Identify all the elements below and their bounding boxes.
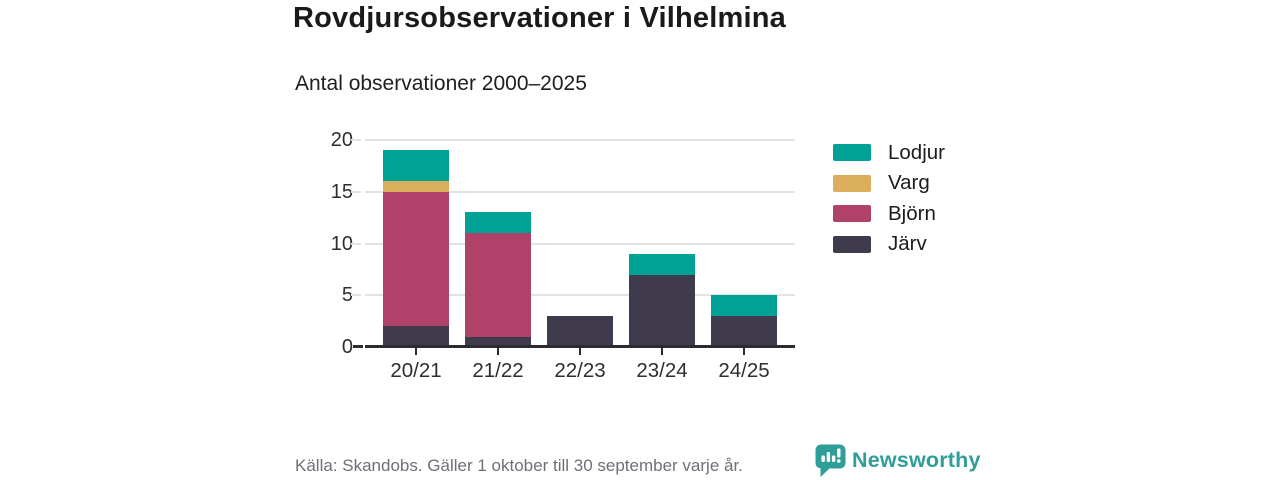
bar-23/24[interactable] [629, 253, 695, 347]
gridline-10 [351, 242, 795, 245]
x-tick-mark [414, 348, 418, 355]
legend-label: Varg [888, 171, 930, 194]
x-axis-baseline [353, 345, 795, 348]
x-tick-mark [742, 348, 746, 355]
gridline-20 [351, 139, 795, 141]
source-note: Källa: Skandobs. Gäller 1 oktober till 3… [295, 456, 743, 475]
x-tick-label: 23/24 [636, 359, 688, 382]
y-tick-label-10: 10 [330, 232, 353, 255]
legend-label: Björn [888, 201, 936, 225]
bar-segment-björn[interactable] [383, 191, 449, 327]
bar-segment-björn[interactable] [465, 233, 531, 337]
x-tick-label: 22/23 [554, 359, 606, 382]
x-tick-label: 21/22 [472, 359, 524, 382]
legend-label: Järv [888, 232, 927, 255]
legend-swatch [833, 205, 871, 222]
bar-segment-varg[interactable] [383, 181, 449, 192]
gridline-15 [351, 190, 795, 193]
bar-segment-järv[interactable] [465, 336, 531, 347]
bar-segment-lodjur[interactable] [711, 295, 777, 316]
y-tick-label-20: 20 [330, 129, 353, 151]
bars-container [365, 140, 795, 347]
bar-segment-järv[interactable] [383, 326, 449, 347]
x-axis: 20/21 21/22 22/23 23/24 24/25 [365, 348, 795, 388]
y-tick-label-5: 5 [341, 284, 353, 307]
bar-segment-lodjur[interactable] [465, 212, 531, 234]
legend-label: Lodjur [888, 140, 945, 164]
x-tick-mark [660, 348, 664, 355]
y-tick-label-0: 0 [341, 336, 353, 358]
x-tick-mark [578, 348, 582, 355]
bar-segment-lodjur[interactable] [629, 253, 695, 275]
x-tick-22/23: 22/23 [547, 348, 613, 388]
x-tick-24/25: 24/25 [711, 348, 777, 388]
x-tick-21/22: 21/22 [465, 348, 531, 388]
plot-area [351, 139, 795, 348]
legend-item-järv: Järv [833, 232, 945, 255]
legend: Lodjur Varg Björn Järv [833, 140, 945, 255]
bar-segment-järv[interactable] [711, 315, 777, 347]
bar-segment-lodjur[interactable] [383, 150, 449, 182]
x-tick-23/24: 23/24 [629, 348, 695, 388]
legend-item-varg: Varg [833, 171, 945, 194]
x-tick-label: 24/25 [718, 359, 770, 382]
legend-swatch [833, 174, 871, 192]
bar-24/25[interactable] [711, 295, 777, 347]
legend-item-björn: Björn [833, 201, 945, 225]
legend-item-lodjur: Lodjur [833, 140, 945, 164]
gridline-5 [351, 294, 795, 297]
x-tick-20/21: 20/21 [383, 348, 449, 388]
x-tick-mark [496, 348, 500, 355]
y-axis: 0 5 10 15 20 [285, 129, 353, 358]
bar-20/21[interactable] [383, 150, 449, 347]
newsworthy-logo-icon[interactable] [814, 443, 847, 478]
speech-bubble-shape [815, 444, 846, 477]
chart-subtitle: Antal observationer 2000–2025 [295, 72, 587, 95]
newsworthy-wordmark[interactable]: Newsworthy [852, 448, 981, 472]
bar-22/23[interactable] [547, 315, 613, 347]
x-tick-label: 20/21 [390, 359, 442, 382]
chart-title: Rovdjursobservationer i Vilhelmina [293, 2, 786, 34]
bar-segment-järv[interactable] [547, 315, 613, 347]
y-tick-label-15: 15 [330, 180, 353, 203]
bar-segment-järv[interactable] [629, 274, 695, 347]
legend-swatch [833, 144, 871, 161]
bar-21/22[interactable] [465, 212, 531, 347]
legend-swatch [833, 235, 871, 253]
